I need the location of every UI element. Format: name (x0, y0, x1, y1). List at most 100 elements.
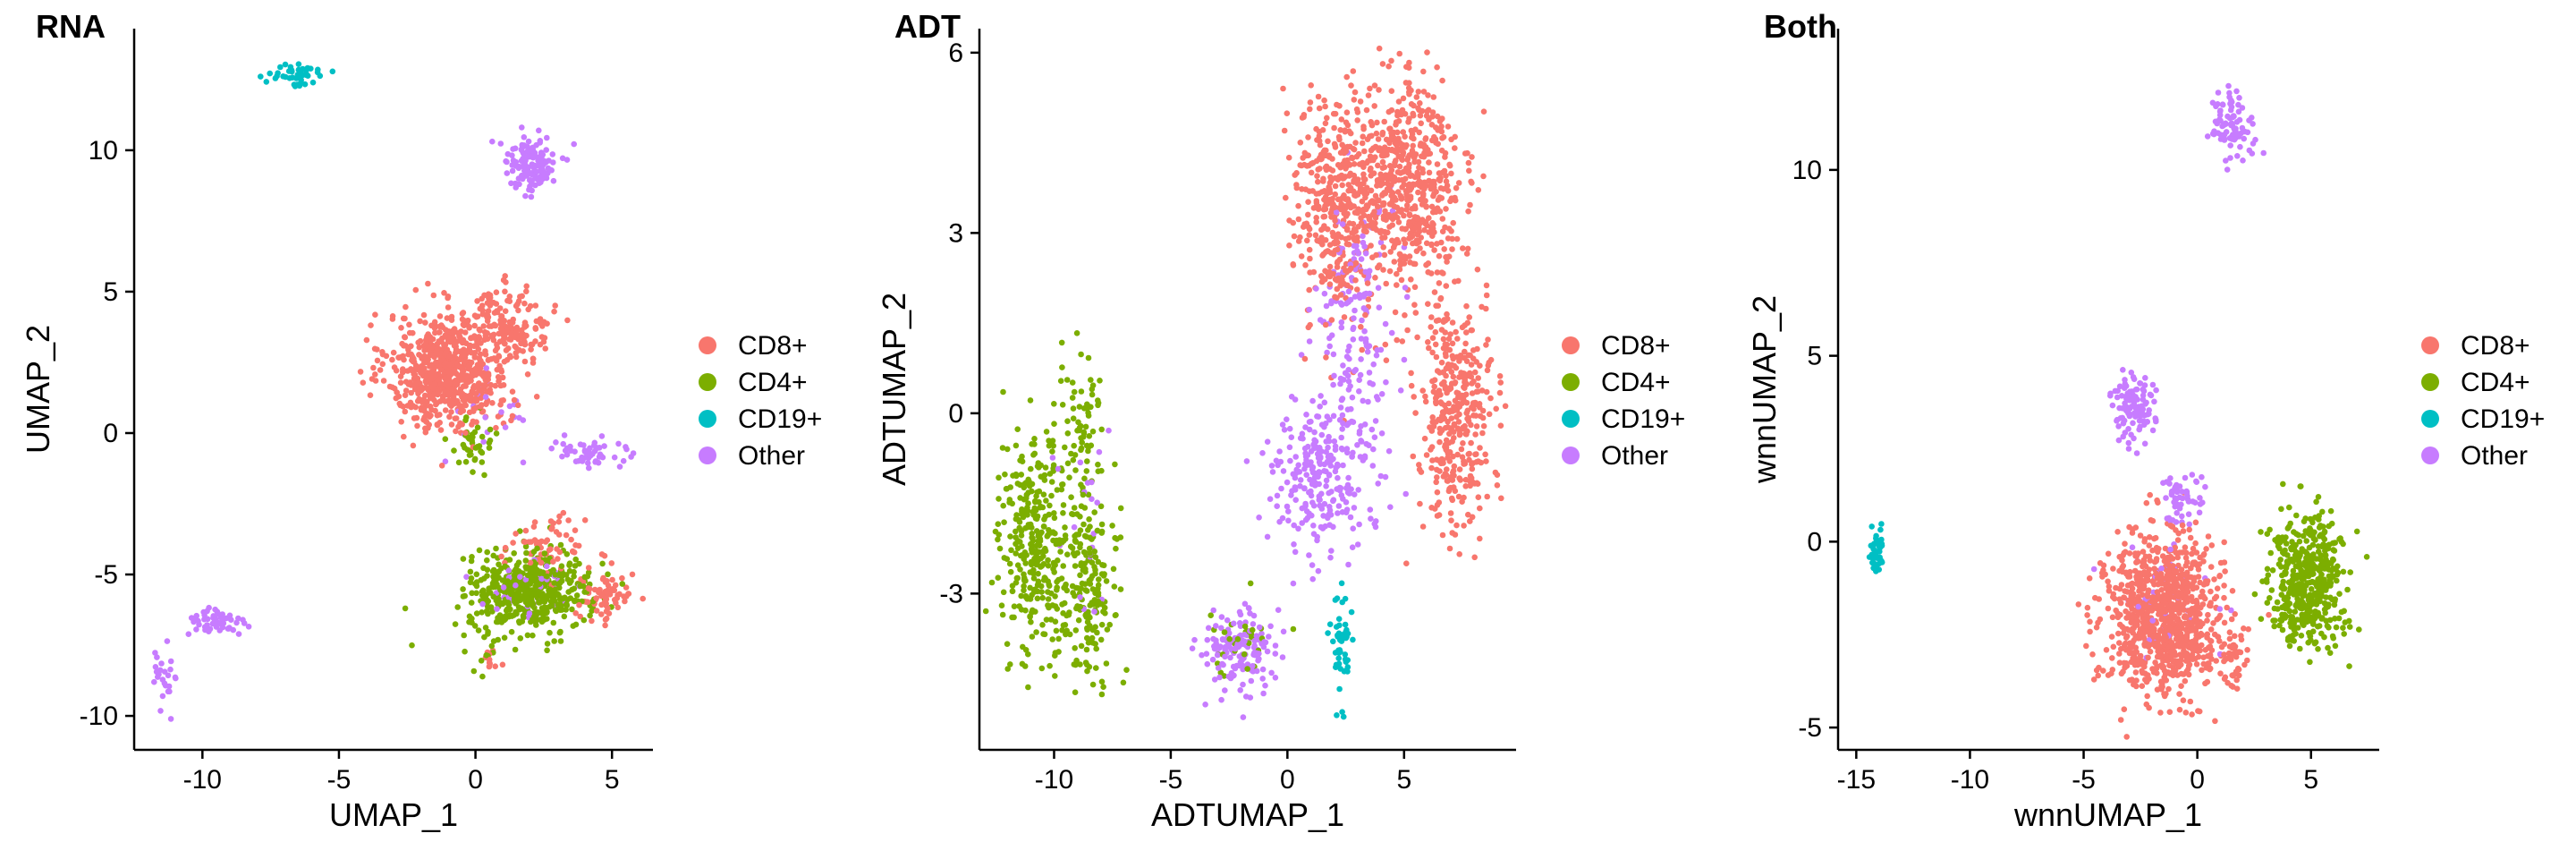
rna-point-other (543, 174, 550, 182)
adt-point-other (1191, 636, 1198, 643)
adt-point-other (1349, 394, 1356, 401)
rna-point-other (165, 688, 172, 695)
adt-point-cd4 (1081, 566, 1088, 573)
rna-point-other (544, 134, 550, 141)
rna-point-cd8 (463, 372, 470, 379)
adt-point-other (1340, 496, 1346, 502)
rna-point-cd8 (508, 331, 514, 338)
adt-point-other (1327, 452, 1334, 459)
adt-point-cd8 (1473, 480, 1480, 487)
rna-point-cd8 (453, 370, 460, 378)
adt-point-cd4 (1083, 646, 1090, 653)
rna-point-cd8 (584, 599, 591, 605)
adt-point-cd8 (1434, 269, 1441, 276)
adt-point-cd19 (1342, 595, 1349, 602)
adt-point-cd8 (1348, 82, 1354, 89)
adt-point-cd8 (1477, 362, 1483, 370)
adt-point-cd8 (1366, 215, 1373, 222)
adt-point-cd8 (1320, 251, 1326, 258)
adt-point-cd4 (1071, 442, 1077, 449)
adt-point-cd8 (1483, 458, 1489, 464)
adt-point-cd8 (1400, 129, 1406, 135)
adt-point-cd8 (1422, 393, 1428, 400)
rna-point-other (615, 440, 622, 447)
adt-point-other (1301, 445, 1309, 452)
adt-point-cd8 (1475, 187, 1482, 193)
rna-point-cd8 (494, 341, 500, 348)
rna-point-cd8 (614, 591, 621, 599)
rna-point-cd8 (455, 400, 462, 407)
rna-point-other (482, 414, 488, 421)
adt-point-cd4 (1053, 540, 1060, 548)
rna-point-cd4 (485, 628, 491, 635)
rna-point-cd8 (564, 317, 571, 324)
adt-point-cd8 (1405, 154, 1411, 161)
adt-point-other (1351, 242, 1357, 250)
rna-point-cd4 (557, 607, 564, 613)
adt-point-other (1216, 674, 1223, 681)
adt-point-cd4 (1087, 581, 1094, 587)
rna-point-cd8 (419, 370, 427, 376)
rna-point-cd4 (536, 600, 542, 606)
rna-point-cd8 (577, 613, 583, 620)
adt-point-other (1211, 676, 1218, 683)
rna-point-cd8 (522, 527, 530, 534)
adt-point-cd8 (1484, 493, 1490, 500)
rna-point-cd4 (484, 557, 490, 564)
adt-point-cd8 (1321, 213, 1328, 220)
adt-point-cd8 (1395, 98, 1402, 105)
adt-legend-label-cd19: CD19+ (1601, 404, 1685, 434)
adt-point-cd8 (1494, 482, 1501, 489)
adt-point-other (1225, 673, 1233, 680)
adt-point-cd8 (1452, 407, 1458, 413)
adt-point-other (1224, 617, 1231, 624)
adt-point-cd19 (1332, 650, 1339, 656)
rna-point-cd4 (556, 595, 564, 602)
adt-point-cd8 (1352, 209, 1359, 216)
rna-point-cd8 (598, 611, 605, 617)
rna-point-cd8 (475, 382, 481, 389)
rna-point-cd8 (464, 317, 471, 324)
rna-point-cd8 (471, 333, 478, 339)
adt-point-cd8 (1386, 268, 1394, 275)
adt-point-cd4 (996, 545, 1004, 552)
adt-point-cd8 (1428, 241, 1435, 248)
rna-point-other (245, 624, 252, 630)
adt-point-cd4 (1037, 538, 1044, 544)
rna-point-other (559, 155, 566, 162)
both-point-cd8 (2109, 655, 2115, 661)
adt-point-cd4 (1041, 472, 1048, 479)
adt-point-cd4 (1045, 596, 1052, 602)
adt-point-cd4 (1044, 533, 1051, 540)
adt-point-cd8 (1448, 415, 1455, 421)
rna-point-other (193, 626, 199, 633)
adt-point-other (1330, 523, 1336, 531)
adt-point-cd8 (1307, 99, 1314, 106)
adt-point-other (1199, 651, 1205, 659)
adt-point-other (1280, 628, 1287, 635)
adt-point-cd8 (1416, 221, 1423, 227)
adt-point-other (1403, 293, 1411, 301)
adt-point-cd8 (1328, 200, 1335, 207)
adt-point-cd8 (1415, 89, 1422, 95)
rna-point-cd8 (472, 404, 479, 412)
rna-point-cd8 (499, 374, 506, 381)
adt-point-cd8 (1352, 236, 1358, 243)
adt-point-cd8 (1449, 246, 1455, 252)
adt-point-cd4 (1068, 494, 1074, 500)
adt-point-cd8 (1283, 194, 1289, 201)
rna-point-cd4 (547, 629, 553, 636)
adt-point-cd8 (1376, 262, 1383, 268)
adt-point-cd8 (1438, 123, 1445, 130)
adt-point-other (1364, 348, 1371, 355)
adt-point-cd4 (1072, 538, 1079, 545)
rna-point-cd4 (493, 545, 499, 552)
adt-point-cd4 (1055, 576, 1062, 583)
rna-point-cd8 (369, 376, 376, 382)
adt-point-cd8 (1332, 191, 1338, 198)
adt-point-other (1290, 580, 1297, 587)
adt-point-cd4 (1290, 625, 1297, 633)
rna-point-cd4 (471, 456, 479, 464)
both-point-cd8 (2140, 549, 2147, 555)
